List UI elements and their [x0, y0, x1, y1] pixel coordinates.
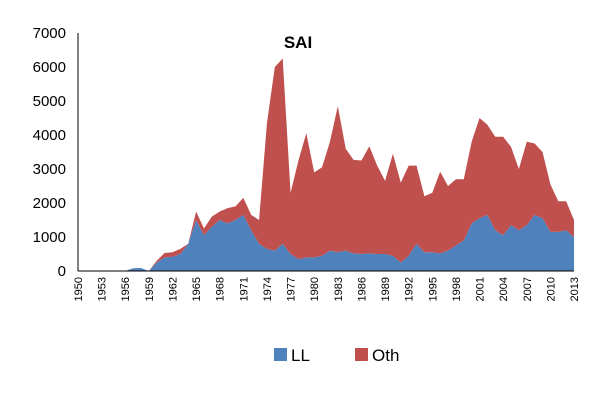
x-tick-label: 1995	[427, 277, 439, 301]
x-tick-label: 2001	[475, 277, 487, 301]
x-tick-label: 1950	[73, 277, 85, 301]
x-tick-label: 1992	[404, 277, 416, 301]
x-tick-label: 1977	[286, 277, 298, 301]
x-tick-label: 1989	[380, 277, 392, 301]
y-tick-label: 7000	[33, 25, 66, 42]
x-tick-label: 1998	[451, 277, 463, 301]
x-tick-label: 2007	[522, 277, 534, 301]
area-series-ll	[78, 214, 574, 271]
axes	[77, 33, 574, 272]
x-tick-label: 1971	[238, 277, 250, 301]
x-tick-label: 1953	[97, 277, 109, 301]
area-series-oth	[78, 58, 574, 271]
y-tick-label: 5000	[33, 93, 66, 110]
x-tick-label: 2013	[569, 277, 581, 301]
x-tick-label: 1986	[356, 277, 368, 301]
legend-swatch-ll	[274, 348, 287, 361]
x-tick-label: 1968	[215, 277, 227, 301]
y-tick-labels: 0 1000 2000 3000 4000 5000 6000 7000	[33, 25, 66, 280]
area-layer	[78, 58, 574, 271]
x-tick-label: 1959	[144, 277, 156, 301]
legend-swatch-oth	[355, 348, 368, 361]
y-tick-label: 6000	[33, 59, 66, 76]
y-tick-label: 1000	[33, 229, 66, 246]
legend-label-oth: Oth	[372, 346, 399, 365]
chart-title: SAI	[284, 33, 312, 52]
x-tick-labels: 1950 1953 1956 1959 1962 1965 1968 1971 1974 1977…	[73, 277, 581, 301]
x-tick-label: 1956	[120, 277, 132, 301]
x-tick-label: 2004	[498, 277, 510, 301]
x-tick-label: 2010	[545, 277, 557, 301]
x-tick-label: 1980	[309, 277, 321, 301]
y-tick-label: 0	[58, 263, 66, 280]
y-tick-label: 3000	[33, 161, 66, 178]
legend-label-ll: LL	[291, 346, 310, 365]
x-tick-label: 1983	[333, 277, 345, 301]
legend: LL Oth	[274, 346, 399, 365]
x-tick-label: 1965	[191, 277, 203, 301]
y-tick-label: 2000	[33, 195, 66, 212]
x-tick-label: 1962	[167, 277, 179, 301]
y-tick-label: 4000	[33, 127, 66, 144]
x-tick-label: 1974	[262, 277, 274, 301]
